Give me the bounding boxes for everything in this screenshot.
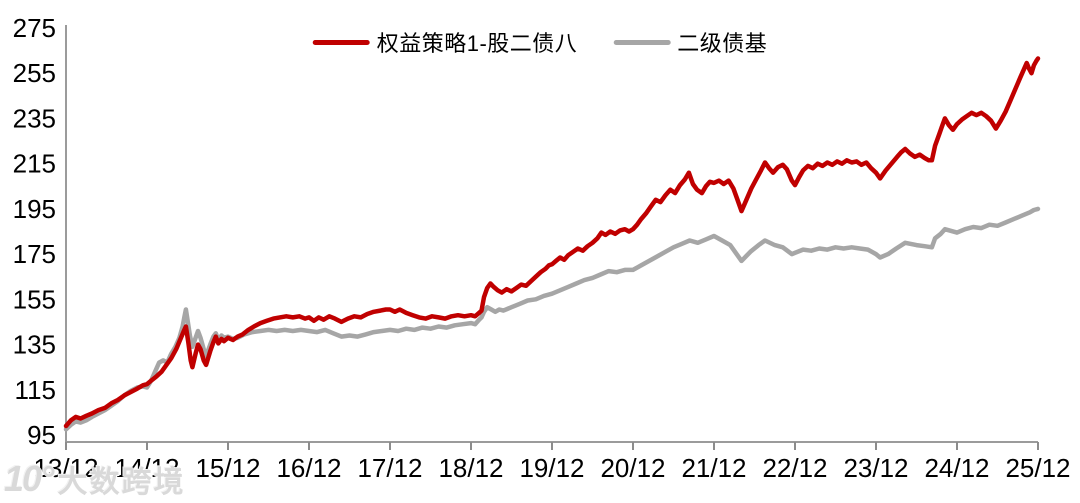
x-axis-label: 13/12	[33, 453, 98, 483]
series-line-0	[63, 56, 1041, 429]
x-axis-label: 16/12	[276, 453, 341, 483]
x-axis-label: 18/12	[438, 453, 503, 483]
y-axis-label: 235	[13, 103, 56, 133]
legend-label-equity-strategy: 权益策略1-股二债八	[376, 31, 578, 56]
y-axis-label: 195	[13, 194, 56, 224]
y-axis-label: 215	[13, 149, 56, 179]
x-axis-label: 14/12	[114, 453, 179, 483]
x-axis-label: 15/12	[195, 453, 260, 483]
x-axis-label: 17/12	[357, 453, 422, 483]
y-axis-label: 175	[13, 239, 56, 269]
y-axis-label: 115	[15, 375, 56, 405]
legend-item-equity-strategy: 权益策略1-股二债八	[312, 26, 578, 58]
y-axis-label: 275	[13, 13, 56, 43]
y-axis-label: 155	[13, 284, 56, 314]
x-axis-label: 21/12	[681, 453, 746, 483]
y-axis-label: 95	[27, 420, 56, 450]
legend-item-secondary-bond-fund: 二级债基	[613, 26, 767, 58]
x-axis-label: 25/12	[1005, 453, 1070, 483]
x-axis-label: 23/12	[843, 453, 908, 483]
x-axis-label: 19/12	[519, 453, 584, 483]
y-axis-label: 135	[13, 330, 56, 360]
series-line-1	[63, 206, 1041, 432]
legend-line-icon-red	[312, 39, 370, 45]
y-axis-label: 255	[13, 58, 56, 88]
legend-line-icon-gray	[613, 39, 671, 45]
x-axis-label: 24/12	[924, 453, 989, 483]
x-axis-label: 20/12	[600, 453, 665, 483]
x-axis-label: 22/12	[762, 453, 827, 483]
legend-label-secondary-bond-fund: 二级债基	[677, 31, 768, 56]
legend: 权益策略1-股二债八 二级债基	[312, 26, 768, 58]
